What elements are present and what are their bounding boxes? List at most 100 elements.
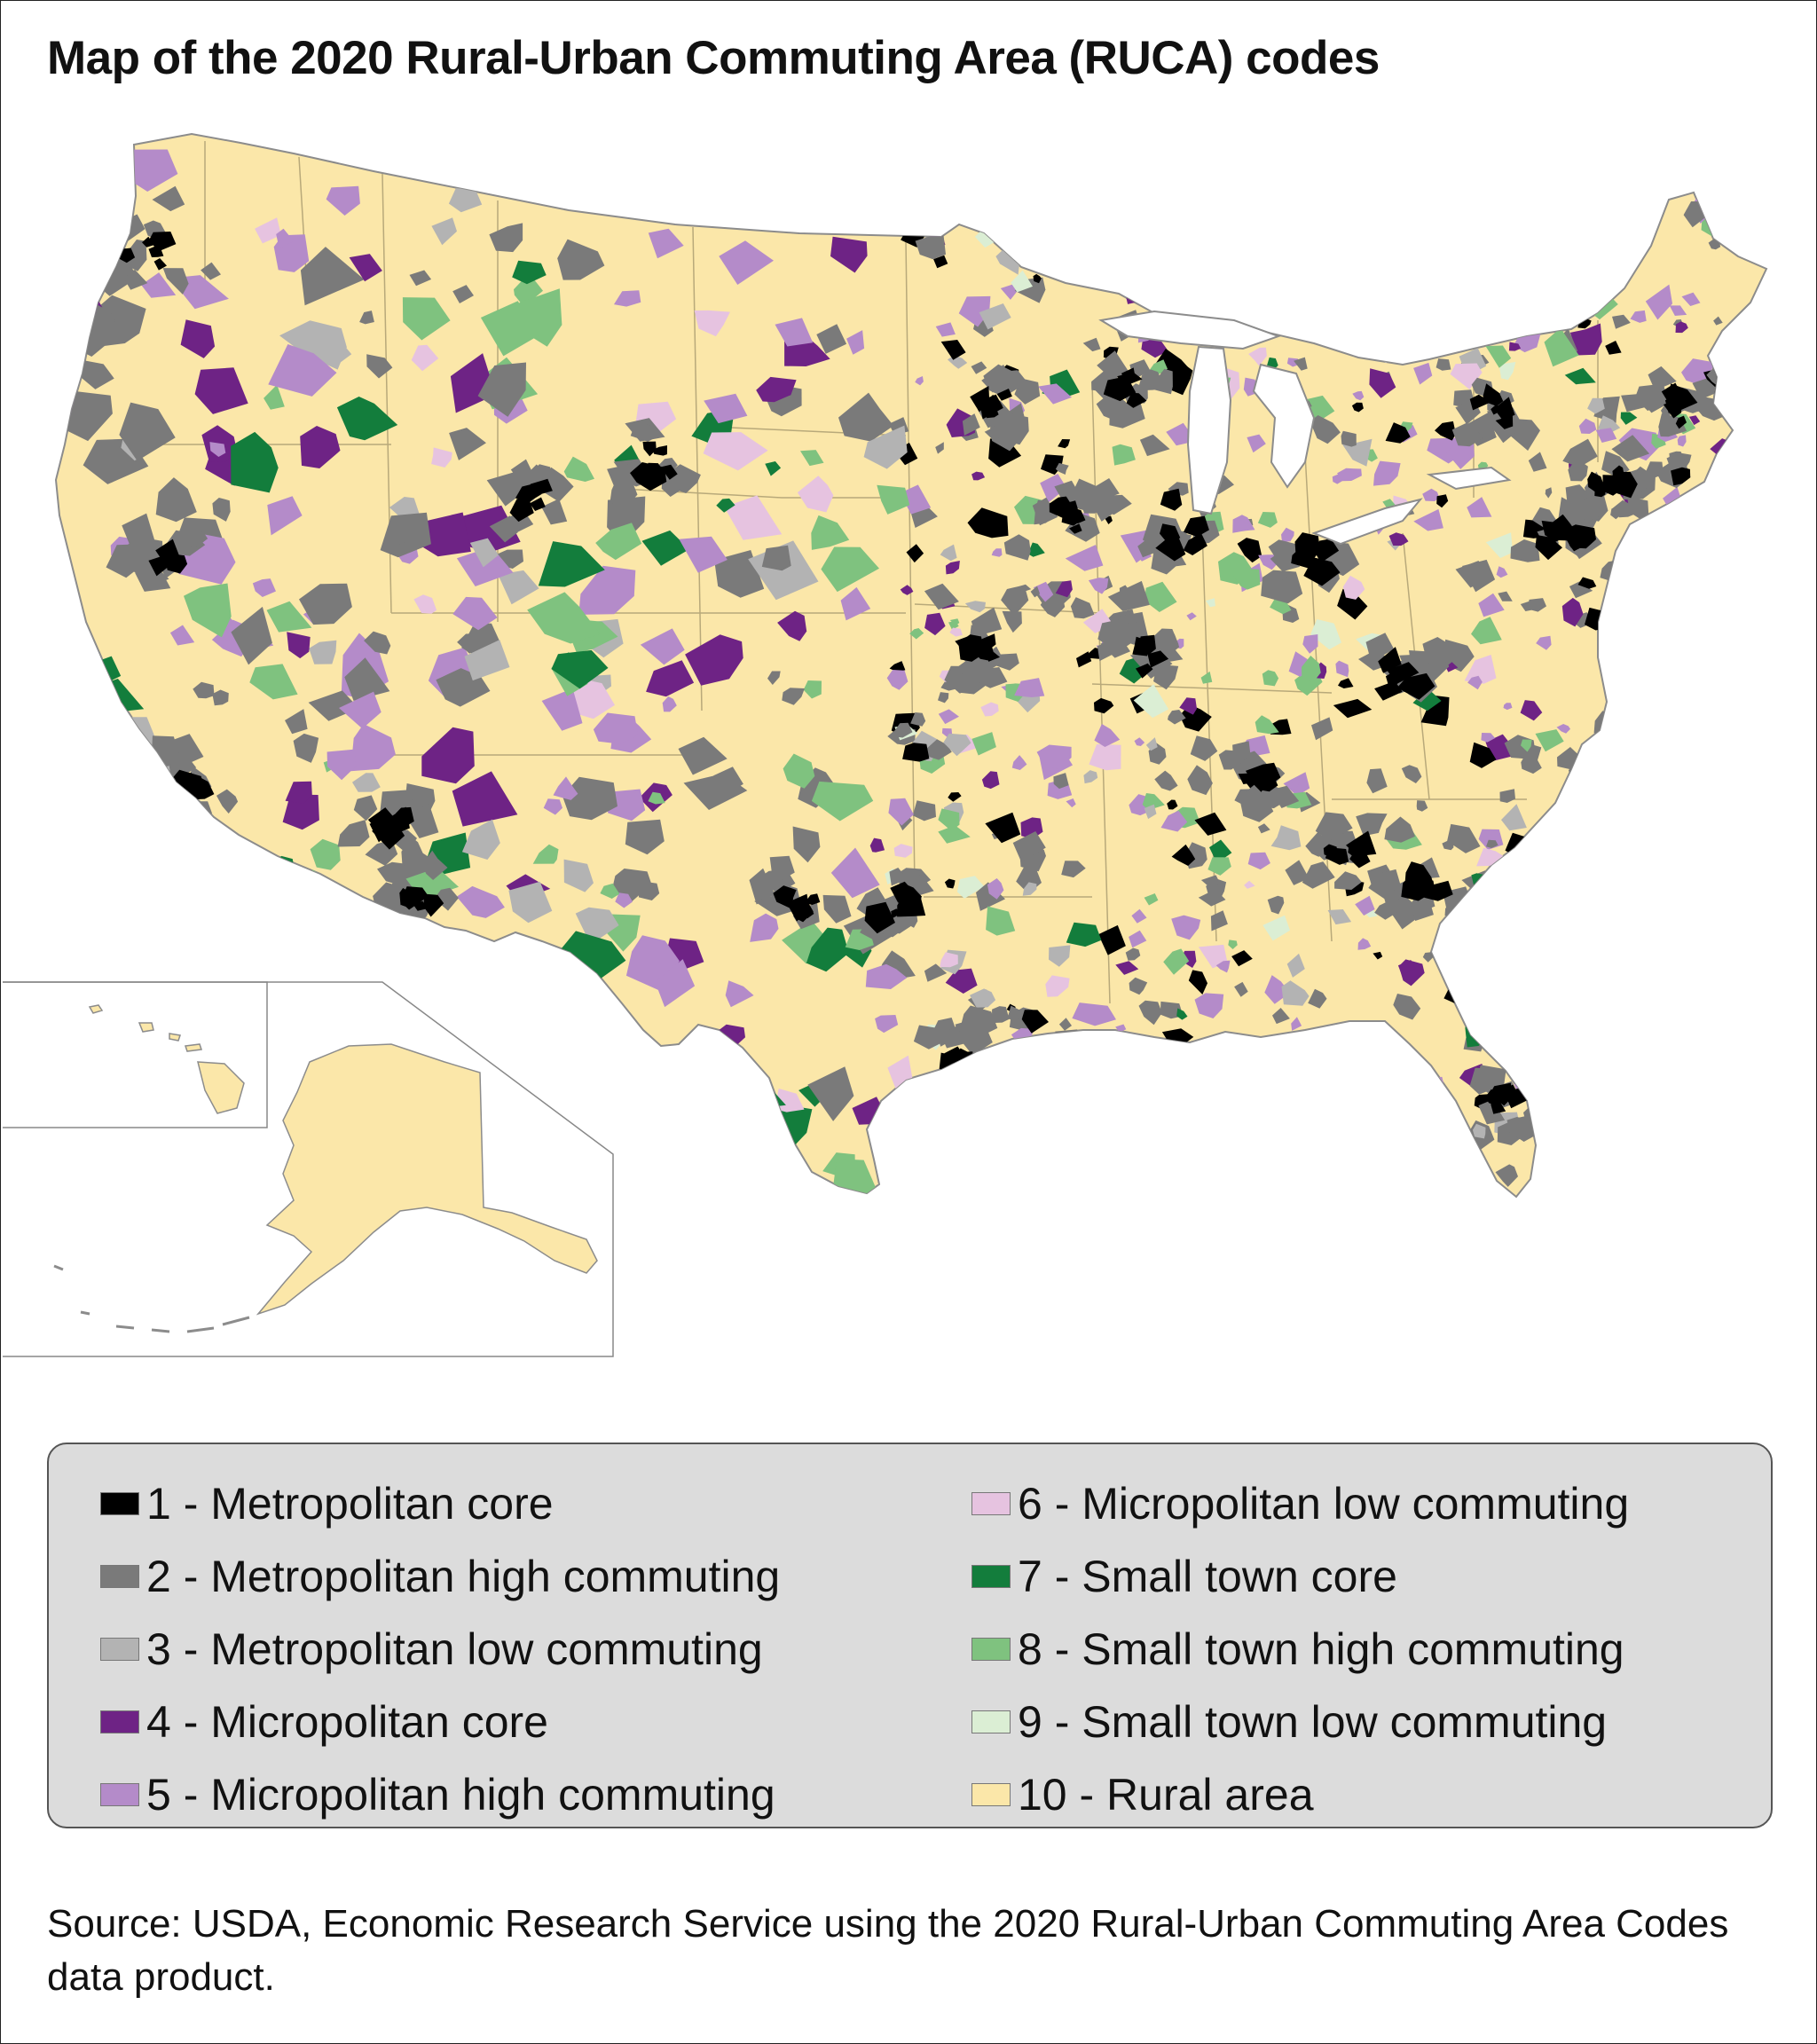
- ruca-area: [231, 431, 279, 493]
- legend-item: 2 - Metropolitan high commuting: [100, 1540, 780, 1613]
- ruca-area: [578, 565, 636, 615]
- ruca-area: [515, 483, 542, 502]
- ruca-area: [1015, 161, 1027, 175]
- ruca-area: [1066, 922, 1102, 947]
- ruca-area: [1069, 523, 1082, 534]
- ruca-area: [1582, 767, 1603, 786]
- lake-huron: [1252, 363, 1316, 489]
- ruca-area: [1619, 205, 1640, 218]
- ruca-area: [1619, 784, 1654, 811]
- ruca-area: [1561, 597, 1584, 627]
- ruca-area: [1011, 755, 1027, 770]
- ruca-area: [184, 583, 232, 638]
- ruca-area: [1672, 958, 1692, 974]
- ruca-area: [1601, 939, 1613, 953]
- ruca-area: [1247, 852, 1270, 870]
- ruca-area: [1210, 267, 1223, 279]
- ruca-area: [641, 530, 689, 566]
- ruca-area: [1688, 1088, 1715, 1115]
- ruca-area: [796, 147, 817, 166]
- ruca-area: [1416, 800, 1428, 812]
- ruca-area: [1747, 1175, 1766, 1193]
- ruca-area: [1163, 948, 1190, 975]
- ruca-area: [201, 262, 221, 280]
- ruca-area: [1674, 661, 1689, 677]
- ruca-area: [1447, 823, 1481, 853]
- ruca-area: [1244, 880, 1255, 889]
- ruca-area: [1374, 140, 1402, 167]
- legend-label: 2 - Metropolitan high commuting: [146, 1552, 781, 1601]
- lake-erie: [1311, 498, 1423, 546]
- ruca-area: [1538, 1052, 1572, 1081]
- ruca-area: [364, 631, 391, 655]
- ruca-area: [679, 536, 728, 573]
- ruca-area: [77, 178, 114, 225]
- ruca-area: [194, 367, 248, 414]
- ruca-area: [1521, 739, 1532, 752]
- ruca-area: [1232, 515, 1255, 533]
- ruca-area: [1302, 861, 1335, 889]
- ruca-area: [971, 471, 986, 481]
- ruca-area: [456, 885, 505, 918]
- ruca-area: [1195, 212, 1212, 228]
- ruca-area: [1114, 223, 1144, 251]
- ruca-area: [1717, 736, 1736, 756]
- ruca-area: [803, 680, 822, 699]
- ruca-area: [1020, 817, 1043, 839]
- ruca-area: [1427, 1156, 1437, 1168]
- ruca-area: [77, 359, 114, 389]
- ruca-area: [563, 859, 594, 892]
- ruca-area: [1270, 825, 1302, 851]
- ruca-area: [1290, 1146, 1313, 1162]
- ruca-area: [252, 578, 276, 597]
- ruca-area: [1302, 634, 1318, 654]
- ruca-area: [193, 681, 215, 699]
- ruca-area: [1648, 618, 1681, 639]
- ruca-area: [1219, 1140, 1250, 1167]
- ruca-area: [344, 657, 390, 701]
- ruca-area: [434, 887, 459, 911]
- ruca-area: [231, 606, 272, 665]
- ruca-area: [1653, 945, 1670, 963]
- ruca-area: [221, 1164, 266, 1197]
- ruca-area: [1310, 619, 1341, 650]
- legend-item: 1 - Metropolitan core: [100, 1467, 780, 1540]
- ruca-area: [987, 878, 1004, 900]
- ruca-area: [1569, 581, 1593, 599]
- ruca-area: [992, 1006, 1010, 1024]
- ruca-area: [1160, 488, 1183, 511]
- ruca-area: [1587, 397, 1605, 414]
- legend-label: 5 - Micropolitan high commuting: [146, 1770, 775, 1820]
- ruca-area: [958, 1005, 998, 1037]
- ruca-area: [1499, 789, 1515, 803]
- ruca-area: [965, 164, 982, 181]
- ruca-area: [1615, 1146, 1655, 1177]
- ruca-area: [685, 634, 743, 686]
- ruca-area: [1194, 812, 1227, 836]
- ruca-area: [1397, 960, 1416, 976]
- ruca-area: [1151, 368, 1173, 395]
- ruca-area: [777, 610, 807, 641]
- ruca-area: [956, 876, 985, 899]
- ruca-area: [1072, 1002, 1116, 1026]
- ruca-area: [1174, 204, 1193, 216]
- ruca-area: [1139, 434, 1170, 457]
- ruca-area: [1525, 964, 1557, 998]
- contiguous-us: [54, 132, 1768, 1199]
- ruca-area: [1303, 1113, 1327, 1146]
- ruca-area: [956, 1061, 990, 1094]
- ruca-area: [1721, 742, 1755, 766]
- ruca-area: [1097, 494, 1132, 515]
- ruca-area: [1744, 1133, 1754, 1142]
- ruca-area: [446, 966, 486, 995]
- ruca-area: [285, 709, 308, 735]
- ruca-area: [287, 632, 311, 659]
- ruca-area: [1273, 577, 1299, 601]
- ruca-area: [660, 464, 678, 480]
- ruca-area: [831, 1159, 879, 1197]
- ruca-area: [268, 344, 337, 397]
- ruca-area: [804, 893, 821, 905]
- ruca-area: [769, 855, 795, 882]
- ruca-area: [1422, 637, 1450, 667]
